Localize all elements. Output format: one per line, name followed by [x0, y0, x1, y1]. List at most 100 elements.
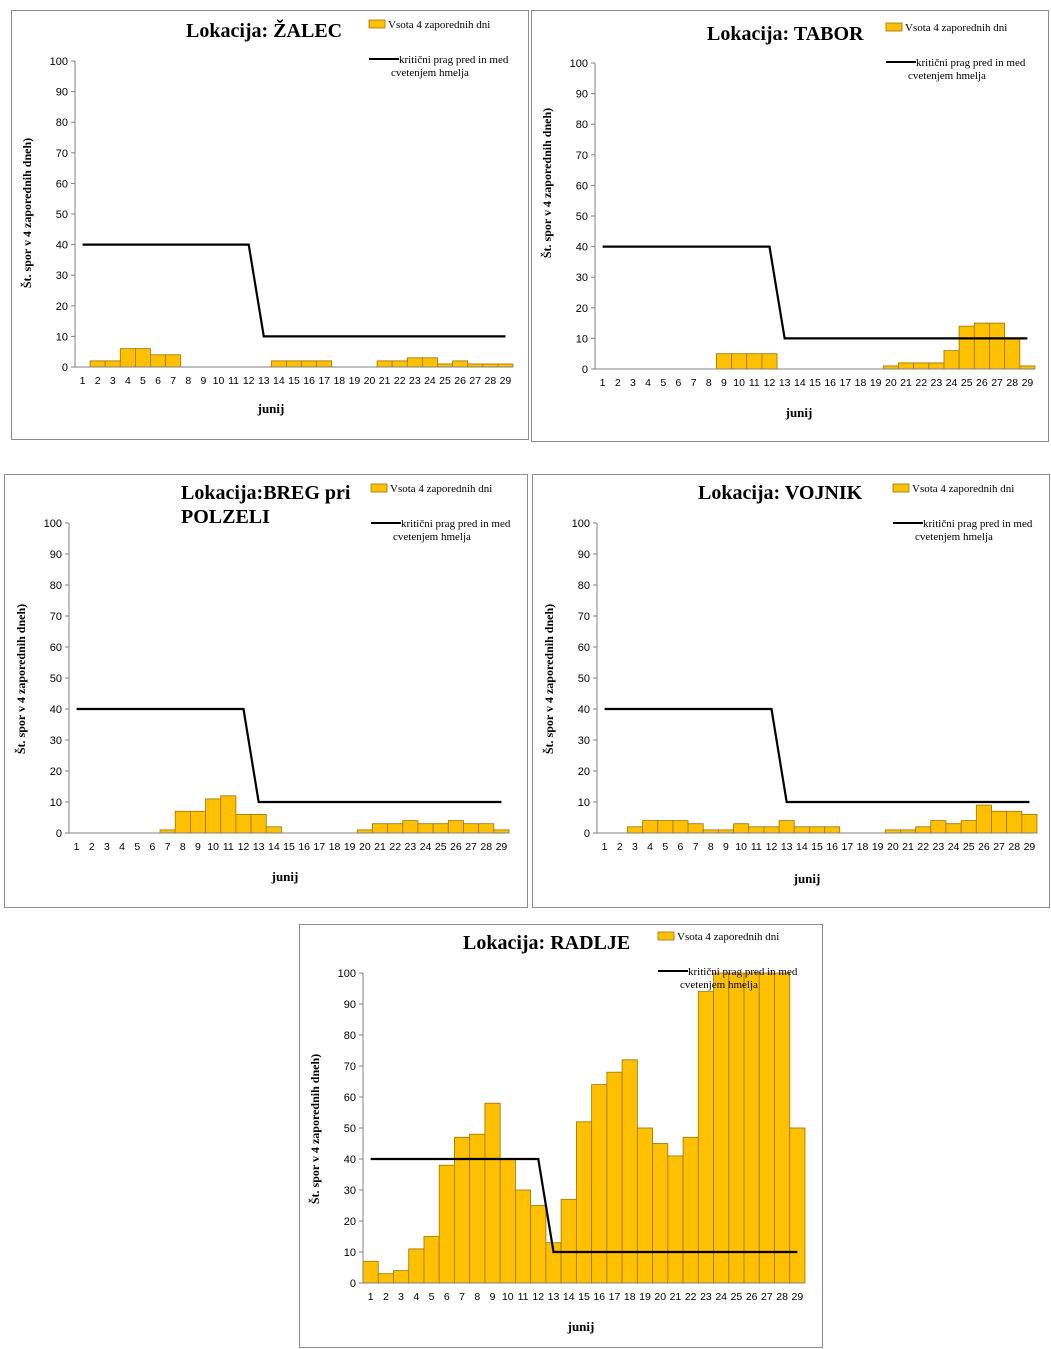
x-tick-label-22: 22	[389, 841, 401, 853]
bar-series	[159, 795, 510, 834]
x-tick-label-9: 9	[200, 375, 206, 387]
x-tick-label-2: 2	[89, 841, 95, 853]
x-tick-label-4: 4	[125, 375, 131, 387]
x-tick-label-2: 2	[383, 1291, 389, 1303]
x-tick-label-22: 22	[915, 377, 927, 389]
bar-9	[484, 1102, 501, 1284]
y-tick-label-90: 90	[576, 89, 588, 101]
legend-line-label-1: kritični prag pred in med	[401, 518, 511, 530]
bar-24	[945, 823, 962, 834]
bar-12	[235, 814, 252, 834]
chart-title: Lokacija: ŽALEC	[186, 18, 342, 42]
legend-bar-label: Vsota 4 zaporednih dni	[912, 483, 1014, 495]
y-tick-label-10: 10	[578, 797, 590, 809]
bar-21	[376, 360, 393, 368]
bar-18	[621, 1059, 638, 1284]
bar-3	[393, 1270, 410, 1284]
legend-bar-swatch	[370, 483, 388, 493]
y-tick-label-40: 40	[578, 704, 590, 716]
y-tick-label-20: 20	[578, 766, 590, 778]
x-tick-label-24: 24	[420, 841, 432, 853]
y-tick-label-0: 0	[584, 828, 590, 840]
x-tick-label-16: 16	[298, 841, 310, 853]
x-tick-label-18: 18	[624, 1291, 636, 1303]
x-tick-label-23: 23	[931, 377, 943, 389]
x-tick-label-11: 11	[749, 377, 760, 389]
bar-26	[975, 804, 992, 834]
y-tick-label-80: 80	[578, 580, 590, 592]
x-tick-label-14: 14	[273, 375, 285, 387]
y-tick-label-30: 30	[56, 270, 68, 282]
chart-panel-radlje: 0 10 20 30 40 50 60 70 80 90 100 1 2 3 4 5 6 7 8 9 10 11 12 13 1…	[299, 924, 823, 1348]
y-axis-label: Št. spor v 4 zaporednih dneh)	[20, 138, 34, 288]
bar-7	[165, 354, 182, 368]
bar-25	[958, 325, 975, 370]
legend-line-label-1: kritični prag pred in med	[399, 54, 509, 66]
bar-9	[189, 810, 206, 834]
x-tick-label-14: 14	[794, 377, 806, 389]
bar-2	[89, 360, 106, 368]
x-tick-label-9: 9	[723, 841, 729, 853]
y-tick-label-60: 60	[344, 1092, 356, 1104]
x-tick-label-3: 3	[398, 1291, 404, 1303]
x-tick-label-17: 17	[318, 375, 330, 387]
x-tick-label-2: 2	[95, 375, 101, 387]
x-tick-label-25: 25	[439, 375, 451, 387]
x-tick-label-7: 7	[170, 375, 176, 387]
x-tick-label-24: 24	[424, 375, 436, 387]
y-tick-label-30: 30	[578, 735, 590, 747]
y-tick-label-60: 60	[50, 642, 62, 654]
x-tick-label-9: 9	[721, 377, 727, 389]
y-tick-label-30: 30	[344, 1185, 356, 1197]
bar-15	[575, 1121, 593, 1284]
x-tick-label-11: 11	[751, 841, 762, 853]
bar-28	[774, 972, 791, 1284]
threshold-line	[602, 245, 1028, 340]
x-tick-label-11: 11	[228, 375, 239, 387]
x-tick-label-4: 4	[645, 377, 651, 389]
x-tick-label-18: 18	[857, 841, 869, 853]
bar-6	[438, 1164, 455, 1284]
bar-10	[731, 353, 748, 370]
x-tick-label-17: 17	[313, 841, 325, 853]
x-tick-label-19: 19	[349, 375, 361, 387]
y-tick-label-60: 60	[576, 180, 588, 192]
x-tick-label-28: 28	[1008, 841, 1020, 853]
y-tick-label-10: 10	[344, 1247, 356, 1259]
x-tick-label-6: 6	[678, 841, 684, 853]
x-tick-label-21: 21	[902, 841, 914, 853]
bar-16	[591, 1084, 608, 1284]
x-tick-label-25: 25	[963, 841, 975, 853]
bar-24	[943, 350, 960, 370]
x-tick-label-24: 24	[715, 1291, 727, 1303]
x-tick-label-17: 17	[841, 841, 853, 853]
bar-1	[362, 1260, 379, 1284]
x-tick-label-27: 27	[761, 1291, 773, 1303]
chart-title: Lokacija: VOJNIK	[698, 482, 863, 504]
y-tick-label-80: 80	[50, 580, 62, 592]
bar-29	[789, 1127, 806, 1284]
bar-19	[636, 1127, 653, 1284]
bar-series	[626, 804, 1038, 834]
x-tick-label-18: 18	[329, 841, 341, 853]
threshold-line	[604, 707, 1030, 804]
x-axis-label: junij	[785, 405, 813, 420]
x-tick-label-6: 6	[150, 841, 156, 853]
y-tick-label-50: 50	[578, 673, 590, 685]
bar-25	[432, 823, 449, 834]
chart-title: Lokacija: RADLJE	[463, 932, 630, 954]
bar-28	[478, 823, 495, 834]
legend-line-label-2: cvetenjem hmelja	[915, 531, 993, 543]
x-tick-label-19: 19	[344, 841, 356, 853]
x-tick-label-15: 15	[288, 375, 300, 387]
x-tick-label-21: 21	[900, 377, 912, 389]
x-tick-label-14: 14	[563, 1291, 575, 1303]
y-tick-label-80: 80	[576, 119, 588, 131]
x-tick-label-20: 20	[364, 375, 376, 387]
y-tick-label-100: 100	[572, 518, 590, 530]
x-tick-label-4: 4	[413, 1291, 419, 1303]
x-tick-label-4: 4	[647, 841, 653, 853]
